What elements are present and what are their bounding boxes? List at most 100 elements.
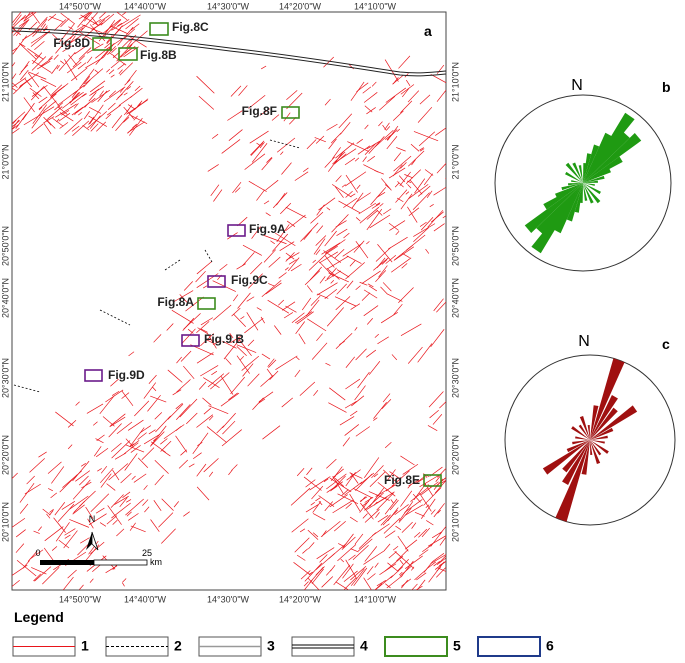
- lineament: [79, 584, 84, 590]
- lineament: [148, 429, 156, 435]
- lineament: [419, 148, 425, 152]
- lineament: [400, 490, 413, 507]
- lineament: [382, 509, 398, 526]
- lineament: [108, 69, 115, 75]
- rose-petal: [565, 171, 583, 183]
- lineament: [434, 480, 446, 494]
- lineament: [117, 63, 126, 70]
- lineament: [310, 211, 324, 224]
- lineament: [52, 33, 59, 41]
- lineament: [78, 47, 92, 60]
- lineament: [321, 242, 341, 255]
- rose-petal: [581, 440, 590, 475]
- rose-petal: [572, 440, 590, 445]
- lineament: [312, 513, 326, 521]
- lineament: [100, 604, 117, 621]
- lineament: [57, 85, 65, 92]
- lineament: [43, 116, 55, 124]
- lineament: [359, 206, 380, 224]
- lineament: [31, 56, 47, 71]
- rose-petal: [590, 427, 614, 440]
- lineament: [305, 479, 316, 488]
- lineament: [343, 232, 350, 239]
- lineament: [12, 87, 17, 92]
- lineament: [120, 14, 141, 29]
- lineament: [47, 488, 54, 492]
- lineament: [394, 182, 400, 188]
- lineament: [285, 206, 307, 219]
- lineament: [381, 399, 392, 410]
- lineament: [256, 189, 265, 201]
- lineament: [39, 23, 46, 33]
- lineament: [137, 432, 147, 440]
- lineament: [342, 563, 354, 579]
- lineament: [307, 318, 327, 332]
- lineament: [272, 233, 289, 252]
- lineament: [64, 59, 78, 81]
- rose-petal: [590, 405, 599, 440]
- lineament: [367, 155, 376, 162]
- lineament: [187, 328, 194, 334]
- lineament: [38, 93, 57, 110]
- lineament: [360, 496, 366, 503]
- lineament: [397, 559, 409, 572]
- lineament: [355, 217, 361, 222]
- top-lon-label: 14°10'0"W: [354, 1, 397, 11]
- lineament: [318, 495, 335, 507]
- lineament: [392, 545, 399, 551]
- lineament: [353, 488, 373, 499]
- lineament: [362, 156, 367, 162]
- lineament: [352, 545, 369, 560]
- lineament: [43, 116, 52, 126]
- lineament: [312, 259, 317, 263]
- lineament: [75, 470, 91, 482]
- lineament: [397, 181, 404, 188]
- lineament: [323, 56, 335, 68]
- lineament: [283, 312, 294, 319]
- lineament: [418, 549, 429, 557]
- lineament: [116, 421, 133, 435]
- lineament: [404, 539, 418, 550]
- figure-box: [207, 275, 226, 288]
- lineament: [384, 498, 398, 515]
- lineament: [263, 200, 270, 205]
- lineament: [335, 148, 357, 163]
- lineament: [131, 440, 140, 447]
- lineament: [391, 470, 410, 487]
- lineament: [12, 25, 17, 32]
- lineament: [413, 227, 429, 242]
- left-lat-label: 20°40'0"N: [0, 278, 10, 318]
- lineament: [231, 464, 238, 471]
- lineament: [22, 28, 41, 41]
- rose-petal: [583, 180, 598, 183]
- lineament: [69, 495, 89, 510]
- lineament: [421, 527, 430, 538]
- lineament: [153, 437, 158, 442]
- lineament: [76, 97, 96, 113]
- lineament: [437, 509, 441, 514]
- right-lat-label: 20°20'0"N: [450, 435, 460, 475]
- lineament: [58, 112, 71, 122]
- lineament: [374, 333, 380, 338]
- lineament: [430, 329, 445, 348]
- lineament: [430, 554, 446, 565]
- lineament: [196, 352, 214, 364]
- lineament: [24, 483, 41, 495]
- lineament: [20, 12, 35, 21]
- lineament: [260, 316, 265, 324]
- lineament: [334, 186, 344, 198]
- lineament: [308, 571, 313, 575]
- lineament: [373, 257, 389, 271]
- lineament: [433, 186, 446, 196]
- lineament: [185, 296, 204, 312]
- lineament: [259, 108, 270, 116]
- lineament: [31, 84, 48, 97]
- lineament: [127, 30, 148, 48]
- lineament: [88, 116, 95, 125]
- lineament: [384, 441, 392, 449]
- lineament: [96, 434, 105, 441]
- lineament: [53, 19, 67, 32]
- lineament: [361, 500, 370, 507]
- lineament: [62, 45, 72, 52]
- lineament: [118, 96, 132, 106]
